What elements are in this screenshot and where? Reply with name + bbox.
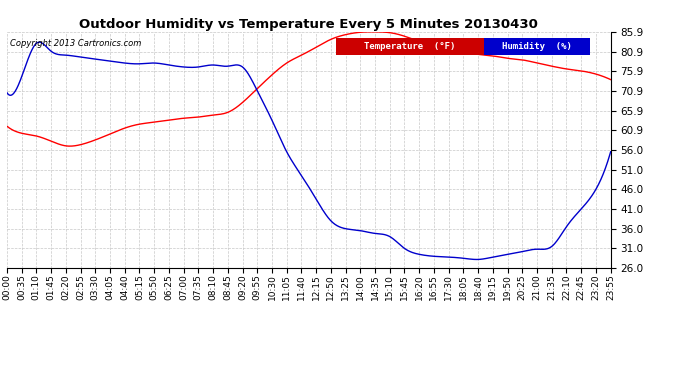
Text: Temperature  (°F): Temperature (°F) <box>364 42 455 51</box>
FancyBboxPatch shape <box>336 38 484 56</box>
Text: Humidity  (%): Humidity (%) <box>502 42 571 51</box>
Text: Copyright 2013 Cartronics.com: Copyright 2013 Cartronics.com <box>10 39 141 48</box>
Title: Outdoor Humidity vs Temperature Every 5 Minutes 20130430: Outdoor Humidity vs Temperature Every 5 … <box>79 18 538 31</box>
FancyBboxPatch shape <box>484 38 589 56</box>
